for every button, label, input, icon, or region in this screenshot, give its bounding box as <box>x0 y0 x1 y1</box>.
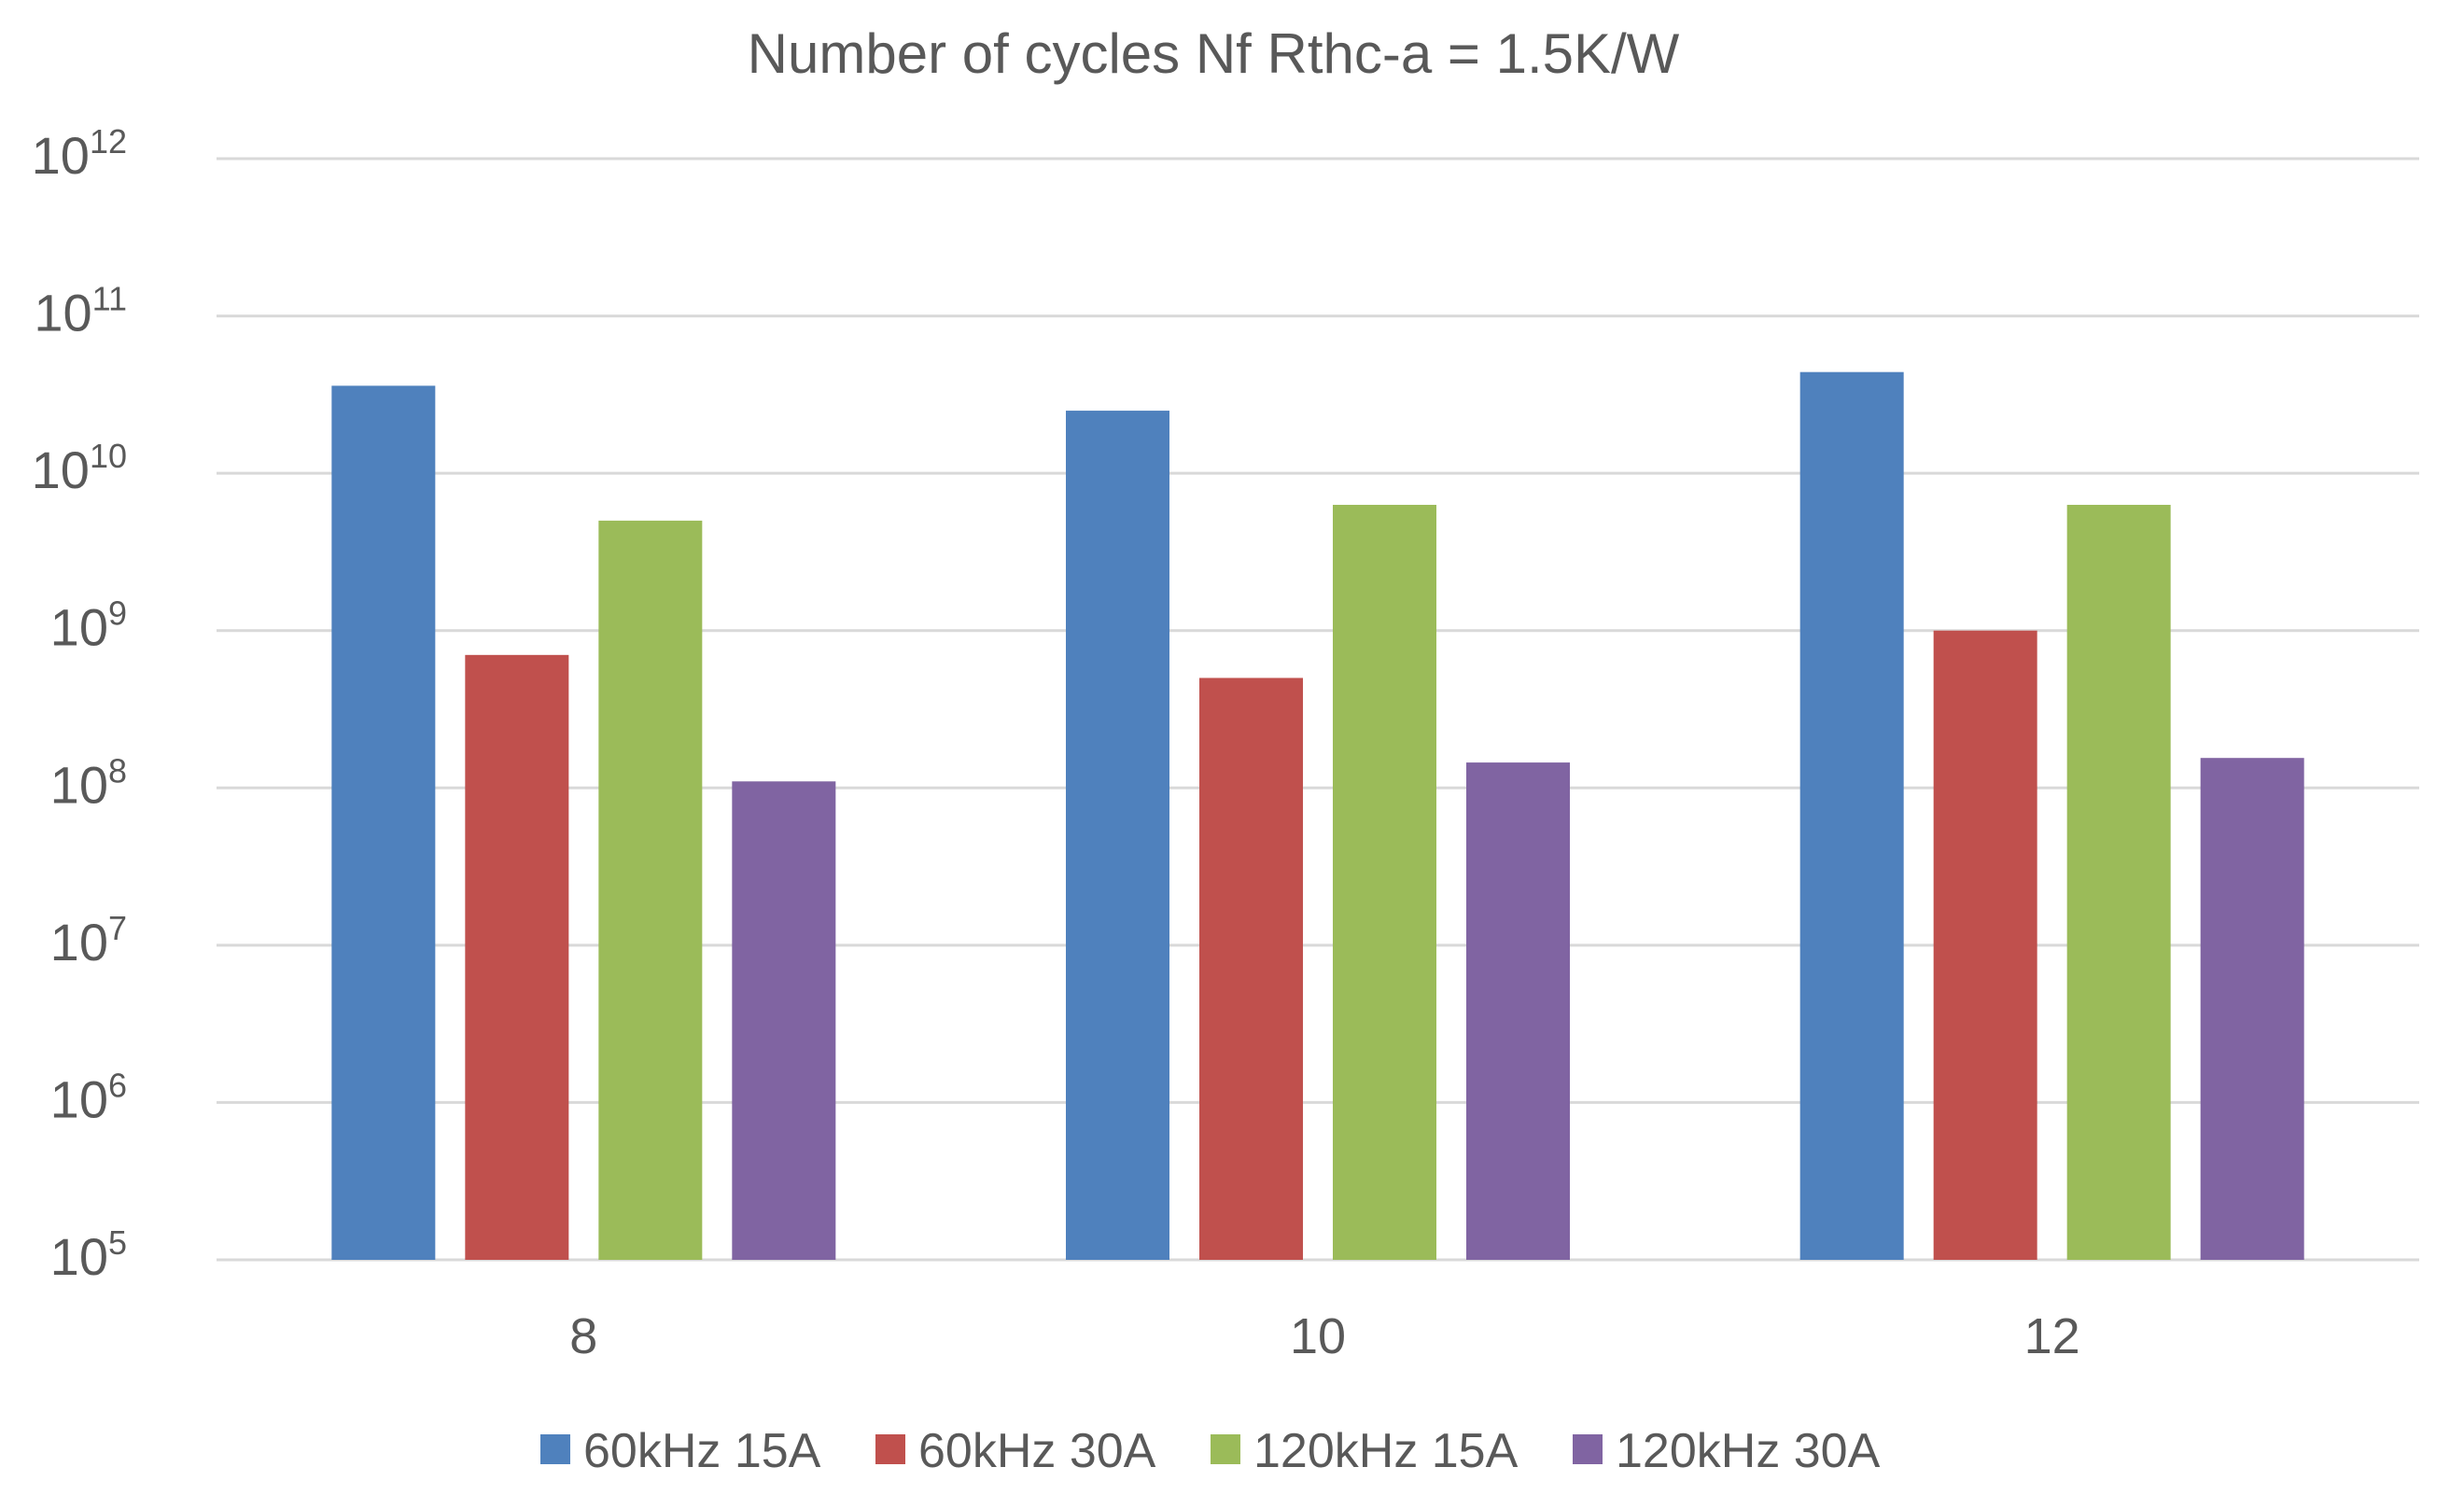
legend-label: 120kHz 30A <box>1616 1424 1881 1478</box>
x-tick-label: 10 <box>1290 1308 1346 1364</box>
bar <box>1933 630 2037 1260</box>
bar <box>2200 758 2304 1260</box>
legend-label: 60kHz 30A <box>918 1424 1156 1478</box>
legend-item: 60kHz 30A <box>875 1424 1156 1478</box>
y-tick-exponent: 11 <box>92 280 127 318</box>
legend-swatch <box>1211 1434 1240 1464</box>
legend-item: 60kHz 15A <box>540 1424 821 1478</box>
bar <box>2066 504 2171 1260</box>
bar <box>1199 678 1303 1260</box>
y-tick-base: 10 <box>50 1069 108 1128</box>
gridlines <box>217 157 2419 1262</box>
legend-swatch <box>540 1434 570 1464</box>
y-tick-label: 106 <box>50 1066 127 1128</box>
y-tick-base: 10 <box>50 913 108 971</box>
legend-swatch <box>875 1434 905 1464</box>
y-tick-label: 107 <box>50 909 127 971</box>
bar <box>1333 504 1436 1260</box>
legend-item: 120kHz 15A <box>1211 1424 1519 1478</box>
y-tick-base: 10 <box>50 1227 108 1286</box>
y-tick-exponent: 10 <box>90 437 127 475</box>
y-tick-base: 10 <box>50 755 108 814</box>
y-tick-base: 10 <box>32 126 90 185</box>
legend-label: 60kHz 15A <box>583 1424 821 1478</box>
y-tick-label: 1012 <box>32 122 127 185</box>
y-tick-base: 10 <box>34 284 91 342</box>
y-tick-exponent: 6 <box>108 1066 127 1104</box>
legend-label: 120kHz 15A <box>1253 1424 1519 1478</box>
y-tick-base: 10 <box>50 598 108 657</box>
bar <box>1066 411 1169 1261</box>
y-tick-exponent: 8 <box>108 751 127 789</box>
y-tick-exponent: 7 <box>108 909 127 947</box>
legend-swatch <box>1573 1434 1603 1464</box>
y-tick-base: 10 <box>32 440 90 499</box>
bar <box>331 385 436 1260</box>
y-tick-label: 108 <box>50 751 127 814</box>
legend-item: 120kHz 30A <box>1573 1424 1881 1478</box>
chart-title: Number of cycles Nf Rthc-a = 1.5K/W <box>748 22 1680 85</box>
x-tick-label: 12 <box>2024 1308 2080 1364</box>
bar <box>598 520 703 1260</box>
y-tick-exponent: 5 <box>108 1223 127 1262</box>
y-tick-label: 105 <box>50 1223 127 1286</box>
legend: 60kHz 15A 60kHz 30A 120kHz 15A 120kHz 30A <box>540 1424 1881 1478</box>
y-tick-label: 1011 <box>34 280 127 342</box>
bars <box>331 371 2304 1261</box>
y-tick-label: 1010 <box>32 437 127 499</box>
y-tick-label: 109 <box>50 594 127 657</box>
bar <box>732 781 836 1260</box>
bar <box>1799 371 1904 1260</box>
y-tick-exponent: 9 <box>108 594 127 633</box>
x-tick-label: 8 <box>569 1308 597 1364</box>
x-axis-ticks: 8 10 12 <box>569 1308 2079 1364</box>
y-tick-exponent: 12 <box>90 122 127 161</box>
bar <box>1466 762 1570 1260</box>
bar <box>465 654 569 1260</box>
